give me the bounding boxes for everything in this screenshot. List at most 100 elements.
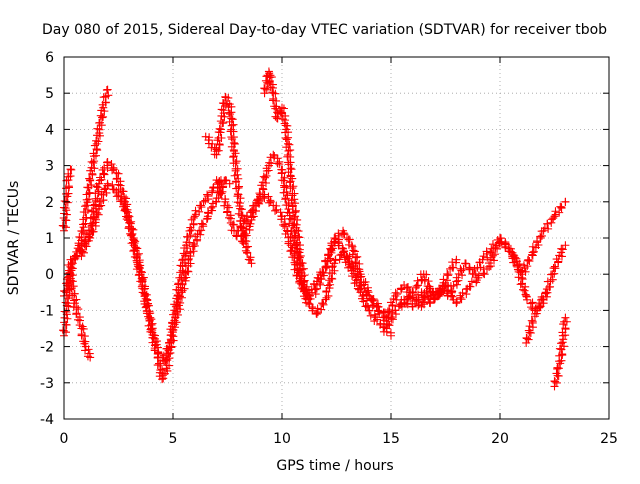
data-point-marker [428, 287, 437, 296]
data-point-marker [356, 273, 365, 282]
data-point-marker [318, 269, 327, 278]
series-arc-13 [550, 313, 571, 391]
data-point-marker [557, 252, 566, 261]
data-point-marker [109, 185, 118, 194]
data-point-marker [196, 230, 205, 239]
data-point-marker [385, 321, 394, 330]
data-point-marker [221, 197, 230, 206]
data-point-marker [94, 187, 103, 196]
data-point-marker [246, 255, 255, 264]
data-point-marker [404, 293, 413, 302]
data-point-marker [295, 233, 304, 242]
data-point-marker [480, 270, 489, 279]
data-point-marker [107, 160, 116, 169]
data-point-marker [452, 280, 461, 289]
data-point-marker [404, 292, 413, 301]
x-tick-label: 0 [60, 431, 69, 447]
data-point-marker [359, 297, 368, 306]
data-point-marker [424, 277, 433, 286]
data-point-marker [339, 247, 348, 256]
data-point-marker [90, 212, 99, 221]
data-point-marker [114, 169, 123, 178]
data-point-marker [519, 261, 528, 270]
data-point-marker [134, 271, 143, 280]
data-point-marker [281, 194, 290, 203]
data-point-marker [103, 85, 112, 94]
series-arc-1 [58, 165, 76, 235]
data-point-marker [99, 93, 108, 102]
series-arc-8 [260, 67, 461, 322]
y-tick-label: 0 [45, 267, 54, 283]
data-point-marker [418, 298, 427, 307]
data-point-marker [104, 91, 113, 100]
data-point-marker [295, 253, 304, 262]
data-point-marker [227, 114, 236, 123]
data-point-marker [87, 181, 96, 190]
data-point-marker [100, 107, 109, 116]
data-point-marker [311, 285, 320, 294]
data-point-marker [284, 205, 293, 214]
data-point-marker [531, 304, 540, 313]
data-point-marker [420, 292, 429, 301]
data-point-marker [126, 229, 135, 238]
data-point-marker [95, 125, 104, 134]
data-point-marker [387, 331, 395, 340]
data-point-marker [273, 159, 282, 168]
data-point-marker [286, 247, 295, 256]
data-point-marker [173, 307, 182, 316]
data-point-marker [458, 271, 467, 280]
x-tick-label: 25 [600, 431, 618, 447]
data-point-marker [74, 305, 83, 314]
data-point-marker [67, 263, 76, 272]
data-point-marker [489, 251, 498, 260]
data-point-marker [364, 303, 373, 312]
y-tick-label: 6 [45, 50, 54, 66]
data-point-marker [90, 164, 99, 173]
data-point-marker [391, 306, 400, 315]
data-point-marker [135, 270, 144, 279]
data-point-marker [372, 302, 381, 311]
data-point-marker [290, 195, 299, 204]
data-point-marker [189, 247, 198, 256]
data-point-marker [269, 150, 278, 159]
data-point-marker [243, 242, 252, 251]
y-axis-label: SDTVAR / TECUs [6, 181, 22, 296]
data-point-marker [203, 190, 212, 199]
data-point-marker [89, 201, 98, 210]
data-point-marker [70, 289, 79, 298]
data-point-marker [525, 257, 534, 266]
data-point-marker [225, 179, 234, 188]
data-point-marker [236, 204, 245, 213]
data-point-marker [185, 226, 194, 235]
series-arc-12 [522, 288, 550, 347]
data-point-marker [530, 309, 539, 318]
data-point-marker [271, 104, 280, 113]
data-point-marker [165, 342, 174, 351]
data-point-marker [85, 188, 94, 197]
data-point-marker [144, 301, 153, 310]
data-point-marker [512, 254, 521, 263]
data-point-marker [287, 246, 296, 255]
data-point-marker [323, 281, 332, 290]
data-point-marker [154, 350, 163, 359]
data-point-marker [191, 206, 200, 215]
data-point-marker [67, 165, 76, 174]
data-point-marker [400, 298, 409, 307]
data-point-marker [192, 236, 201, 245]
data-point-marker [550, 377, 559, 386]
data-point-marker [211, 197, 220, 206]
data-point-marker [550, 262, 559, 271]
data-point-marker [443, 269, 452, 278]
data-point-marker [458, 288, 467, 297]
data-point-marker [89, 149, 98, 158]
series-arc-11 [397, 197, 570, 311]
data-point-marker [369, 296, 378, 305]
data-point-marker [129, 247, 138, 256]
data-point-marker [254, 196, 263, 205]
data-point-marker [312, 310, 321, 319]
data-point-marker [97, 201, 106, 210]
data-point-marker [199, 197, 208, 206]
data-point-marker [452, 273, 461, 282]
data-point-marker [284, 168, 293, 177]
data-point-marker [190, 212, 199, 221]
